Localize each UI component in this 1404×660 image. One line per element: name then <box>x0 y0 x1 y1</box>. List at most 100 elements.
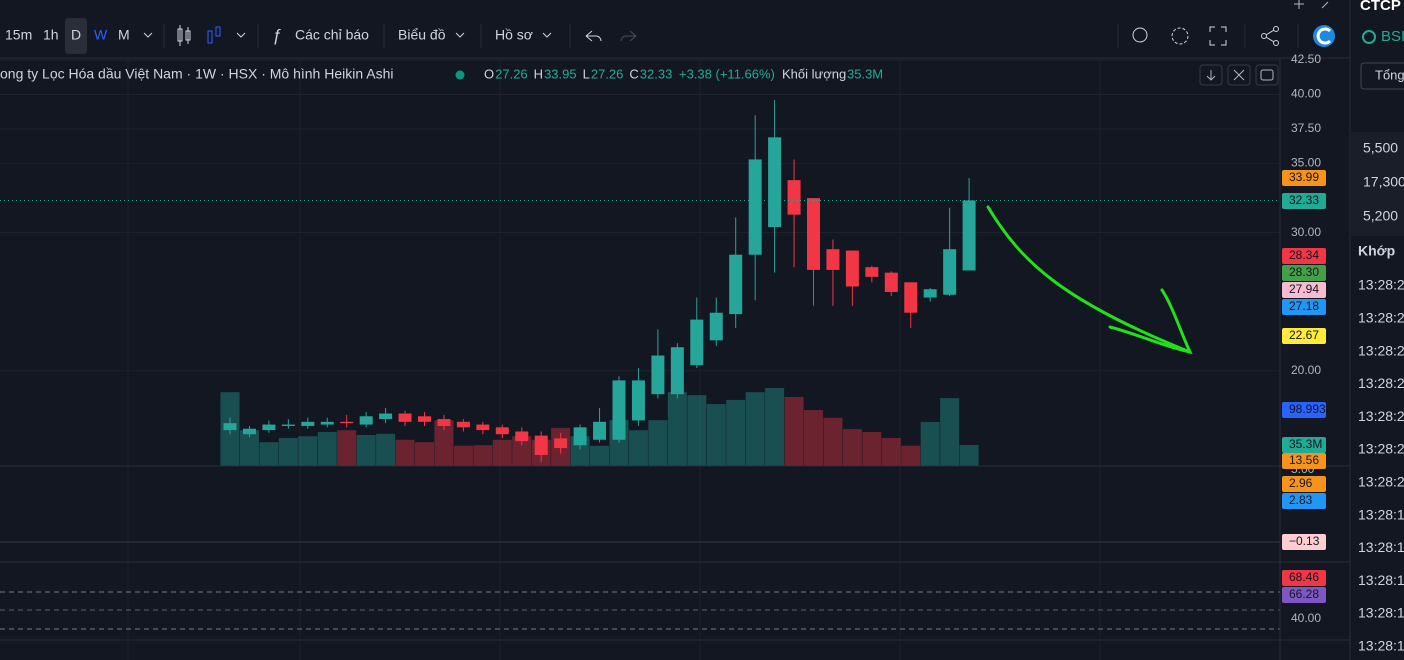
side-time: 13:28:1 <box>1358 539 1404 555</box>
tab[interactable] <box>1360 62 1404 90</box>
price-tag <box>1282 476 1326 492</box>
toolbar <box>0 0 1350 58</box>
fx-icon[interactable]: ƒ <box>272 25 281 44</box>
price-tag-label: 32.33 <box>1289 193 1319 207</box>
side-price: 5,200 <box>1363 208 1398 224</box>
volume-bar <box>298 436 318 466</box>
volume-bar <box>842 429 862 466</box>
candle-body <box>476 424 490 431</box>
candle-body <box>670 347 684 395</box>
chart-menu[interactable]: Biểu đồ <box>398 27 446 43</box>
candle-body <box>593 421 607 440</box>
price-tag <box>1282 493 1326 509</box>
share-icon[interactable] <box>1261 26 1279 46</box>
candle-body <box>845 250 859 287</box>
candle-body <box>418 416 431 422</box>
candle-body <box>515 431 529 442</box>
ticker: BSI <box>1381 28 1404 45</box>
ohlc-legend: O 27.26 H 33.95 L 27.26 C 32.33 <box>484 66 672 81</box>
volume-bar <box>901 445 921 466</box>
price-tag <box>1282 193 1326 209</box>
heikin-icon[interactable] <box>207 26 221 44</box>
settings-icon[interactable] <box>1171 27 1189 45</box>
side-time: 13:28:2 <box>1358 474 1404 490</box>
candle-body <box>612 380 626 440</box>
candle-body <box>651 355 665 395</box>
interval[interactable]: D <box>71 27 81 43</box>
change: +3.38 (+11.66%) <box>679 66 775 81</box>
interval[interactable]: 1h <box>43 27 59 43</box>
candle-body <box>904 282 918 313</box>
price-tag-label: 27.94 <box>1289 282 1319 296</box>
volume-bar <box>687 395 707 466</box>
tab-label[interactable]: Tổng <box>1375 67 1404 82</box>
candle-body <box>340 421 354 424</box>
active-interval-bg <box>65 18 87 54</box>
alert-icon[interactable] <box>1132 27 1148 43</box>
dropdown-icon[interactable] <box>542 32 552 38</box>
pane-buttons[interactable] <box>1199 64 1279 86</box>
candle-body <box>456 421 470 428</box>
side-time: 13:28:1 <box>1358 638 1404 654</box>
symbol-title: ong ty Lọc Hóa dầu Việt Nam · 1W · HSX ·… <box>0 66 393 82</box>
side-price: 5,500 <box>1363 140 1398 156</box>
candle-body <box>242 428 256 435</box>
volume-bar <box>648 420 668 466</box>
ohlc-value: 32.33 <box>640 66 673 81</box>
price-tag-label: −0.13 <box>1289 534 1320 548</box>
interval[interactable]: M <box>118 27 130 43</box>
volume-value: 35.3M <box>847 66 883 81</box>
y-tick-label: 20.00 <box>1291 363 1321 377</box>
fullscreen-icon[interactable] <box>1209 26 1227 46</box>
candle-body <box>709 312 723 341</box>
price-tag <box>1282 248 1326 264</box>
volume-bar <box>804 410 823 466</box>
price-tag-label: 28.30 <box>1289 265 1319 279</box>
y-tick-label: 37.50 <box>1291 121 1321 135</box>
candle-type-icon[interactable] <box>177 25 191 46</box>
ohlc-key: L <box>583 66 590 81</box>
price-tag-label: 68.46 <box>1289 570 1319 584</box>
rsi-axis-label: 40.00 <box>1291 611 1321 625</box>
volume-bar <box>881 438 901 466</box>
redo-icon[interactable] <box>620 30 637 42</box>
candle-body <box>943 249 957 295</box>
side-list: 5,500 17,300 5,200 Khớp 13:28:2 13:28:2 13:28:… <box>1358 140 1404 654</box>
indicators-button[interactable]: Các chỉ báo <box>295 27 369 43</box>
side-panel <box>1350 0 1404 660</box>
volume-bar <box>453 445 473 466</box>
profile-menu[interactable]: Hồ sơ <box>495 27 533 43</box>
ohlc-key: O <box>484 66 494 81</box>
price-tag <box>1282 587 1326 603</box>
dropdown-icon[interactable] <box>143 32 153 38</box>
volume-bar <box>823 417 843 466</box>
ohlc-value: 27.26 <box>495 66 528 81</box>
candle-body <box>807 198 820 270</box>
candle-body <box>359 416 373 425</box>
dropdown-icon[interactable] <box>236 32 246 38</box>
price-tag <box>1282 402 1326 418</box>
side-time: 13:28:2 <box>1358 408 1404 424</box>
candle-body <box>768 137 782 228</box>
price-tag <box>1282 328 1326 344</box>
undo-icon[interactable] <box>585 30 602 42</box>
price-tag <box>1282 437 1326 453</box>
candle-body <box>262 424 276 431</box>
candle-body <box>884 272 898 292</box>
interval[interactable]: 15m <box>5 27 32 43</box>
volume-bar <box>765 388 785 466</box>
volume-bar <box>337 430 357 466</box>
side-time: 13:28:2 <box>1358 441 1404 457</box>
side-time: 13:28:2 <box>1358 310 1404 326</box>
volume-bar <box>940 398 960 466</box>
price-tag <box>1282 453 1326 469</box>
drawn-arrow-head <box>1108 288 1193 355</box>
candle-body <box>690 319 704 366</box>
interval[interactable]: W <box>94 27 108 43</box>
price-tag-label: 2.96 <box>1289 476 1313 490</box>
window-icons[interactable] <box>1294 0 1329 9</box>
price-tag-label: 22.67 <box>1289 328 1319 342</box>
candle-body <box>962 200 976 271</box>
dropdown-icon[interactable] <box>455 32 465 38</box>
side-time: 13:28:1 <box>1358 605 1404 621</box>
